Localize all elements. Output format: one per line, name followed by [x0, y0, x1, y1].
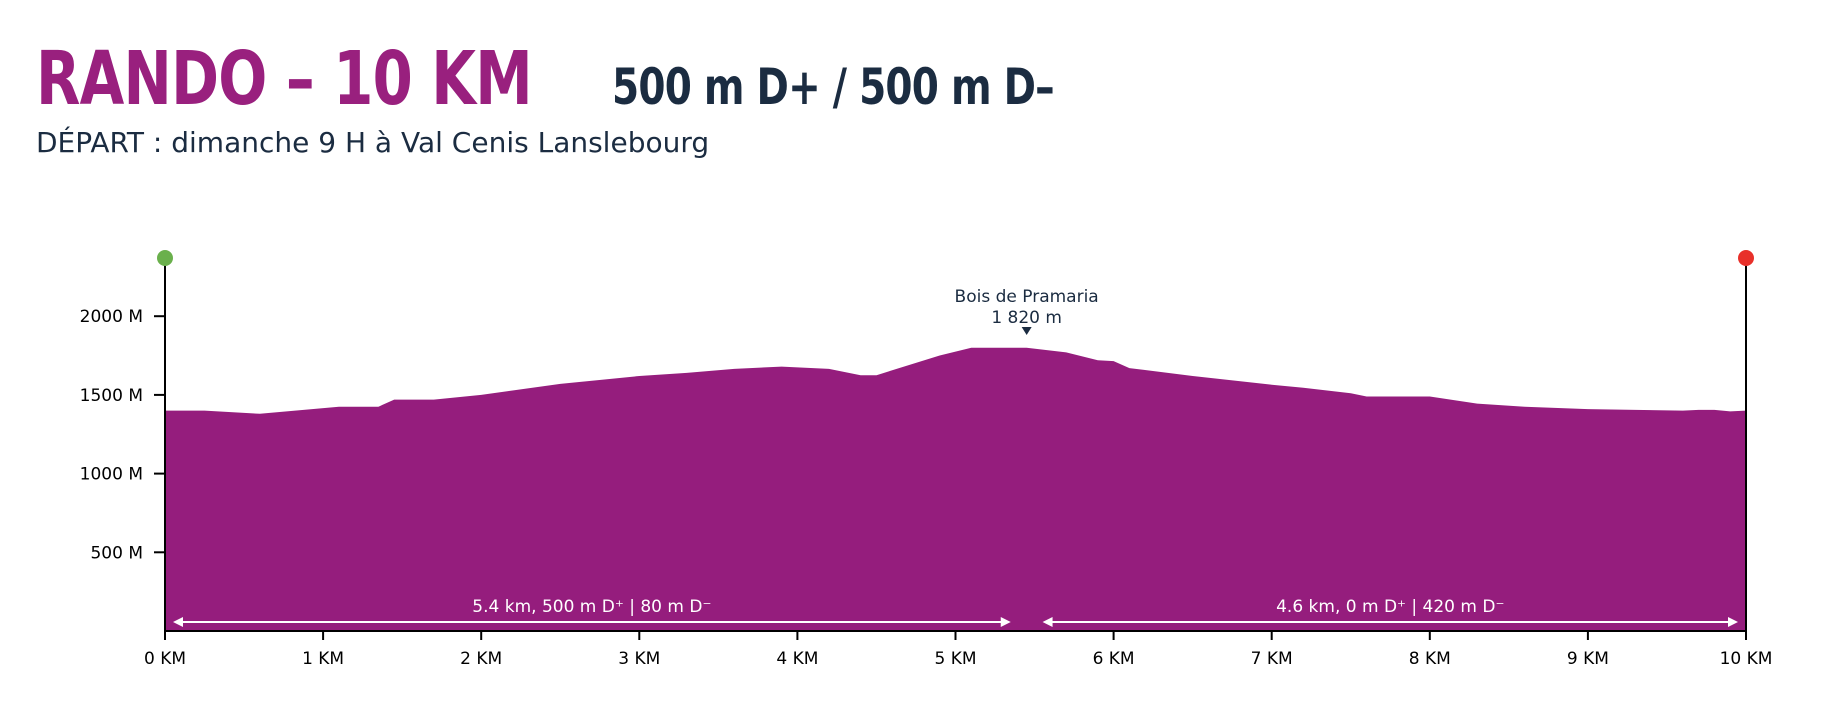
summit-annotation-altitude: 1 820 m: [991, 308, 1062, 328]
departure-info: DÉPART : dimanche 9 H à Val Cenis Lansle…: [36, 126, 710, 159]
x-tick-label: 0 KM: [144, 649, 186, 669]
title-row: RANDO – 10 KM 500 m D+ / 500 m D–: [36, 36, 1178, 122]
start-marker: [157, 250, 173, 266]
y-tick-label: 2000 M: [80, 307, 143, 327]
summit-annotation-name: Bois de Pramaria: [955, 287, 1099, 307]
x-tick-label: 2 KM: [460, 649, 502, 669]
x-tick-label: 5 KM: [934, 649, 976, 669]
segment-arrowhead-left: [1042, 617, 1053, 627]
segment-arrowhead-left: [173, 617, 183, 627]
x-tick-label: 8 KM: [1409, 649, 1451, 669]
segment-arrowhead-right: [1728, 617, 1738, 627]
x-tick-label: 6 KM: [1093, 649, 1135, 669]
elevation-profile-area: [165, 347, 1746, 631]
segment-arrowhead-right: [1000, 617, 1011, 627]
y-tick-label: 500 M: [90, 543, 143, 563]
x-tick-label: 3 KM: [618, 649, 660, 669]
x-tick-label: 7 KM: [1251, 649, 1293, 669]
x-tick-label: 4 KM: [776, 649, 818, 669]
elevation-summary: 500 m D+ / 500 m D–: [611, 58, 1055, 116]
race-title: RANDO – 10 KM: [36, 36, 533, 122]
y-tick-label: 1000 M: [80, 465, 143, 485]
x-tick-label: 10 KM: [1720, 649, 1773, 669]
y-tick-label: 1500 M: [80, 386, 143, 406]
segment-label: 4.6 km, 0 m D⁺ | 420 m D⁻: [1276, 597, 1504, 617]
finish-marker: [1738, 250, 1754, 266]
segment-label: 5.4 km, 500 m D⁺ | 80 m D⁻: [472, 597, 711, 617]
x-tick-label: 1 KM: [302, 649, 344, 669]
header: RANDO – 10 KM 500 m D+ / 500 m D– DÉPART…: [36, 36, 1178, 159]
summit-marker-triangle: [1021, 327, 1032, 335]
x-tick-label: 9 KM: [1567, 649, 1609, 669]
